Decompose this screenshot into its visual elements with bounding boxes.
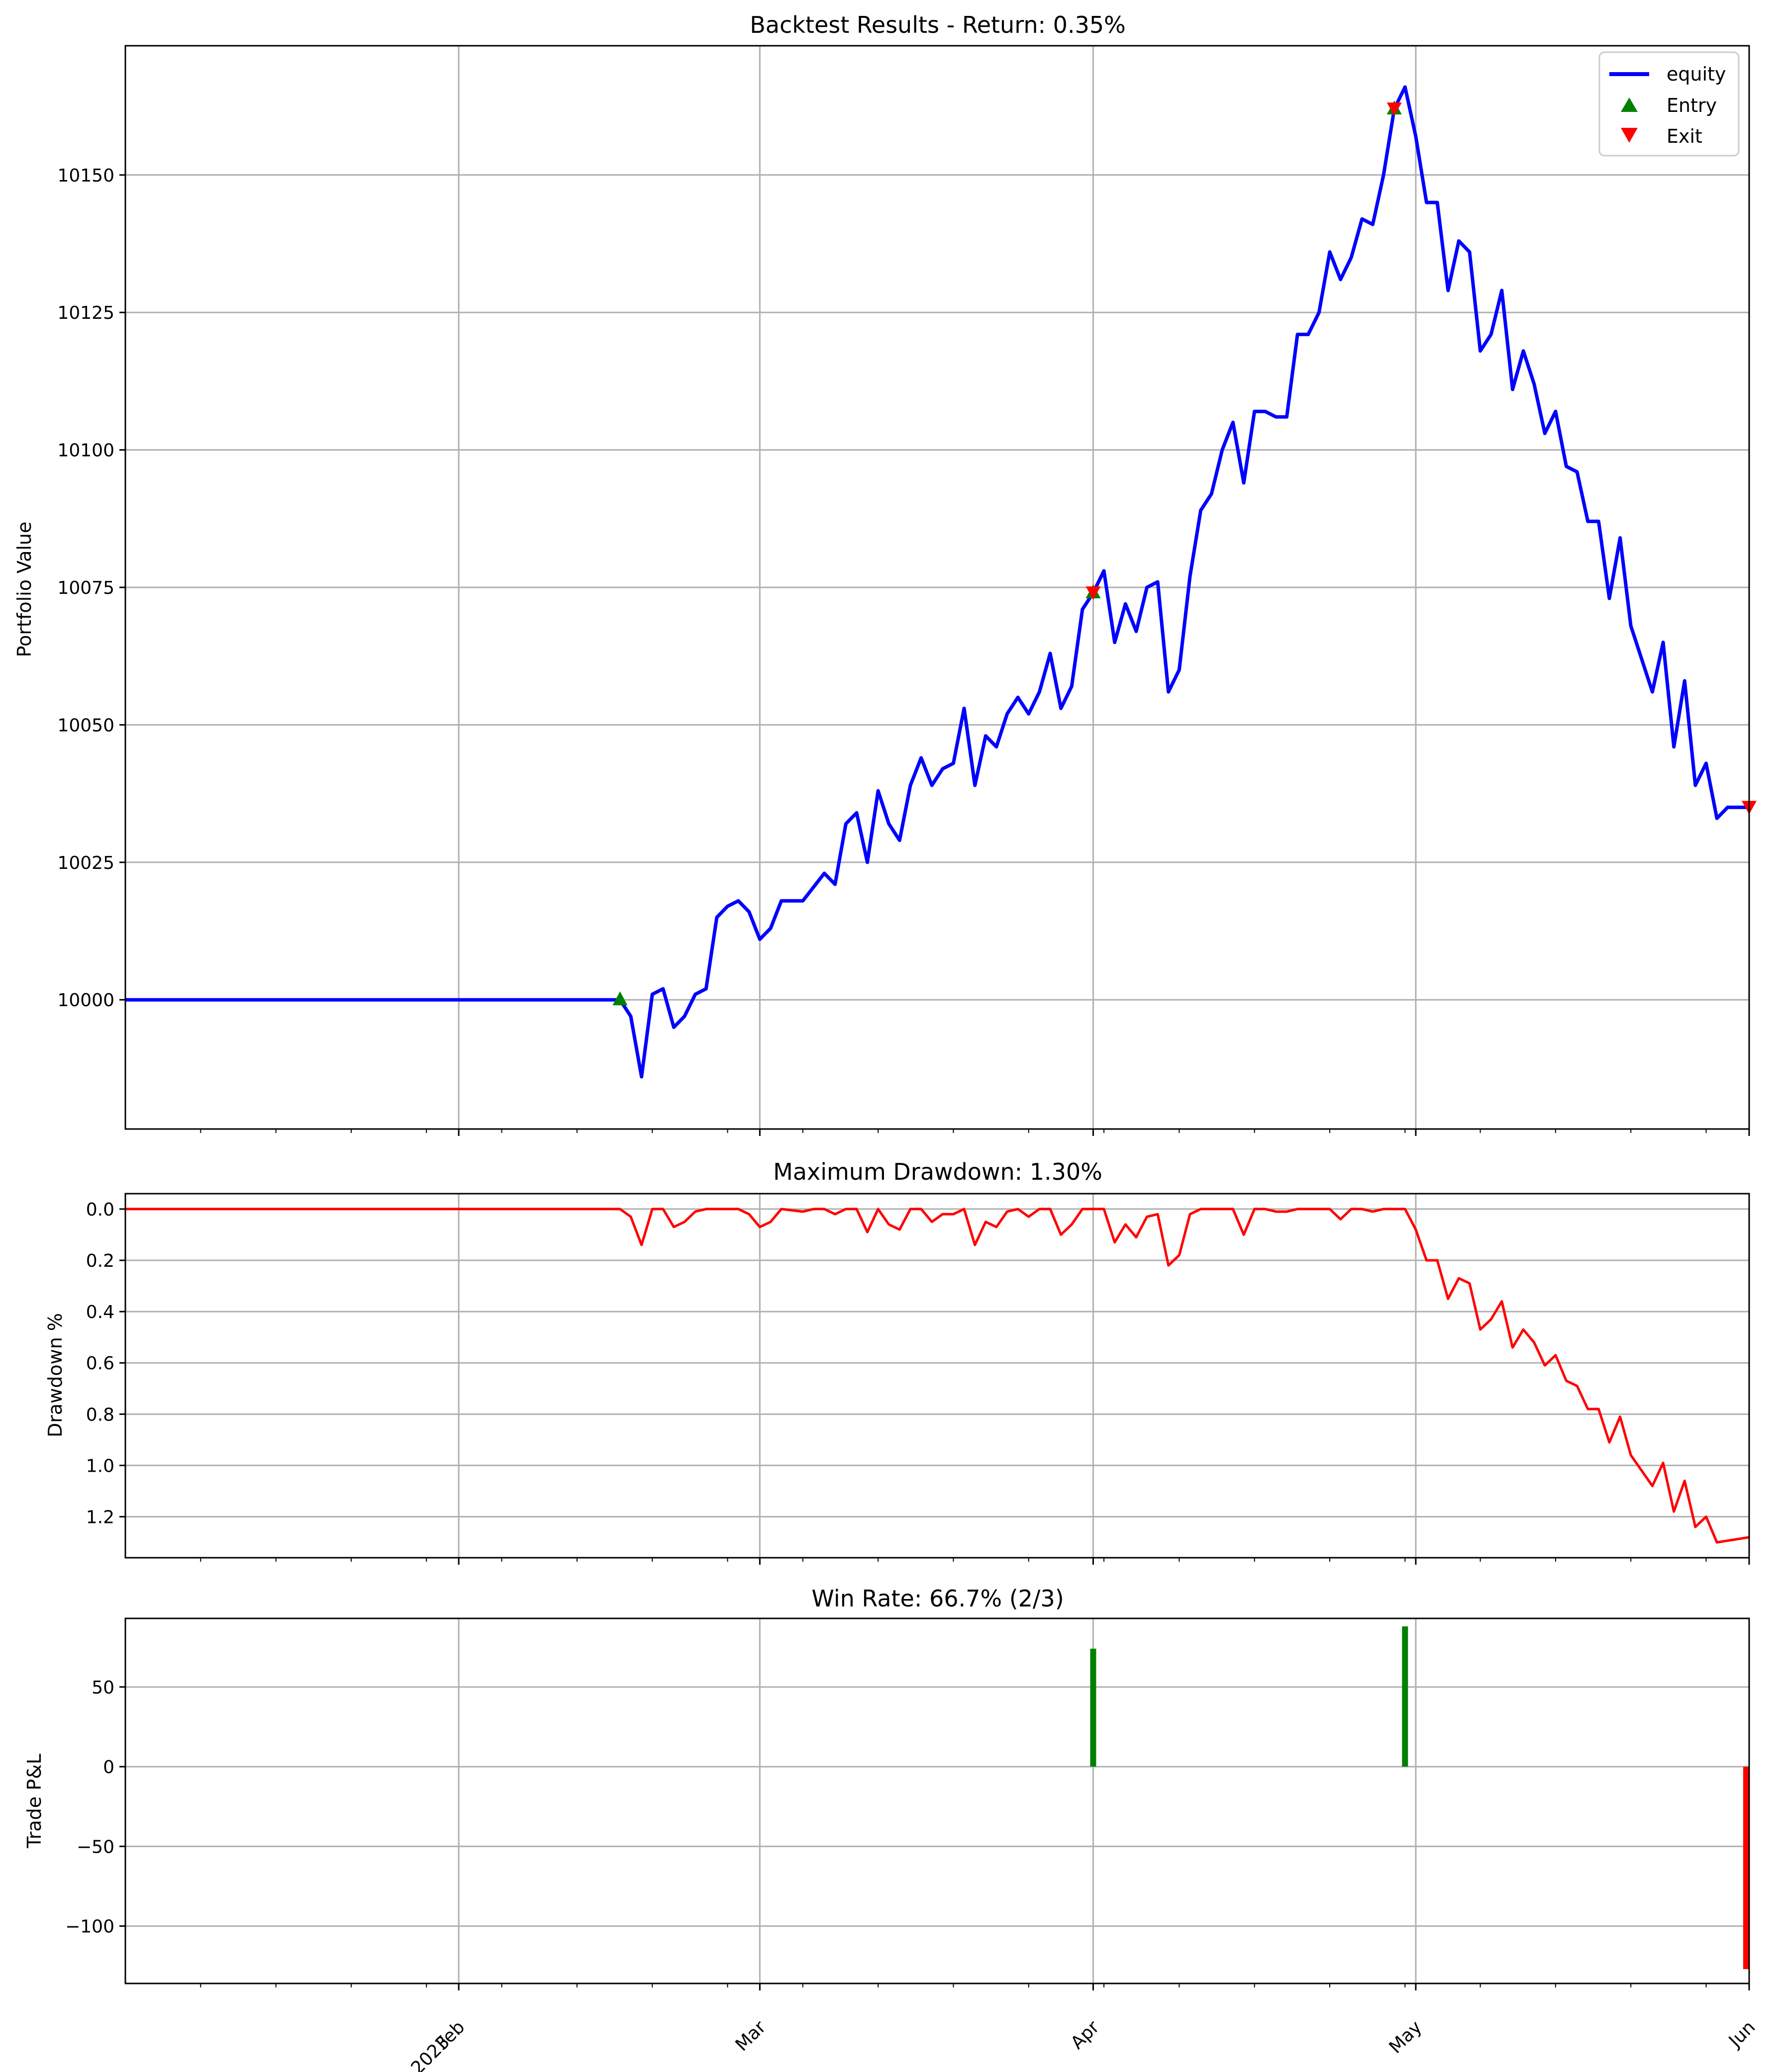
y-tick-label: 1.2 bbox=[86, 1507, 114, 1528]
entry-marker bbox=[612, 991, 628, 1006]
legend-equity-label: equity bbox=[1667, 63, 1726, 85]
y-tick-label: 10000 bbox=[57, 990, 114, 1011]
equity-series bbox=[125, 85, 1749, 1079]
y-tick-label: 10100 bbox=[57, 441, 114, 461]
trade-pnl-y-ticks: −100 −50 0 50 bbox=[65, 1678, 125, 1937]
y-tick-label: 0.0 bbox=[86, 1200, 114, 1220]
y-tick-label: 0.2 bbox=[86, 1251, 114, 1271]
y-tick-label: 10025 bbox=[57, 853, 114, 873]
y-tick-label: 10125 bbox=[57, 303, 114, 323]
y-tick-label: 1.0 bbox=[86, 1456, 114, 1476]
equity-plot-frame bbox=[124, 45, 1750, 1130]
drawdown-plot-frame bbox=[124, 1193, 1750, 1559]
y-tick-label: 50 bbox=[92, 1678, 114, 1698]
y-tick-label: 0.8 bbox=[86, 1405, 114, 1425]
equity-y-ticks: 10000 10025 10050 10075 10100 10125 10150 bbox=[57, 166, 125, 1011]
trade-pnl-chart-title: Win Rate: 66.7% (2/3) bbox=[811, 1585, 1064, 1612]
drawdown-y-axis-label: Drawdown % bbox=[44, 1313, 66, 1437]
trade-pnl-plot-frame bbox=[124, 1617, 1750, 1984]
legend-entry-marker bbox=[1621, 97, 1638, 112]
winning-trade-bar bbox=[1402, 1626, 1408, 1767]
y-tick-label: 0 bbox=[103, 1757, 114, 1778]
winning-trade-bar bbox=[1090, 1648, 1096, 1767]
drawdown-y-ticks: 0.0 0.2 0.4 0.6 0.8 1.0 1.2 bbox=[86, 1200, 125, 1528]
drawdown-grid bbox=[125, 1194, 1750, 1558]
equity-panel: Backtest Results - Return: 0.35% Portfol… bbox=[13, 11, 1757, 1136]
exit-marker bbox=[1085, 586, 1101, 600]
drawdown-line bbox=[125, 1208, 1750, 1544]
legend-entry-label: Entry bbox=[1667, 94, 1717, 116]
trade-pnl-panel: Win Rate: 66.7% (2/3) Trade P&L −100 −50 0… bbox=[23, 1585, 1759, 2072]
drawdown-chart-title: Maximum Drawdown: 1.30% bbox=[773, 1158, 1102, 1185]
losing-trade-bar bbox=[1743, 1767, 1749, 1970]
trade-pnl-y-axis-label: Trade P&L bbox=[23, 1754, 45, 1849]
equity-y-axis-label: Portfolio Value bbox=[13, 522, 35, 658]
y-tick-label: 10050 bbox=[57, 715, 114, 736]
equity-legend: equity Entry Exit bbox=[1598, 51, 1740, 157]
y-tick-label: 0.4 bbox=[86, 1302, 114, 1322]
y-tick-label: 10075 bbox=[57, 578, 114, 598]
y-tick-label: −100 bbox=[65, 1917, 114, 1937]
y-tick-label: 0.6 bbox=[86, 1353, 114, 1374]
trade-pnl-bars bbox=[1090, 1626, 1749, 1970]
y-tick-label: 10150 bbox=[57, 166, 114, 186]
equity-chart-title: Backtest Results - Return: 0.35% bbox=[750, 11, 1125, 38]
legend-exit-marker bbox=[1621, 128, 1638, 143]
drawdown-series bbox=[125, 1208, 1750, 1544]
exit-marker bbox=[1386, 102, 1402, 116]
equity-line bbox=[125, 85, 1749, 1079]
legend-exit-label: Exit bbox=[1667, 125, 1702, 147]
drawdown-panel: Maximum Drawdown: 1.30% Drawdown % 0.00.… bbox=[44, 1158, 1750, 1565]
y-tick-label: −50 bbox=[77, 1837, 114, 1857]
